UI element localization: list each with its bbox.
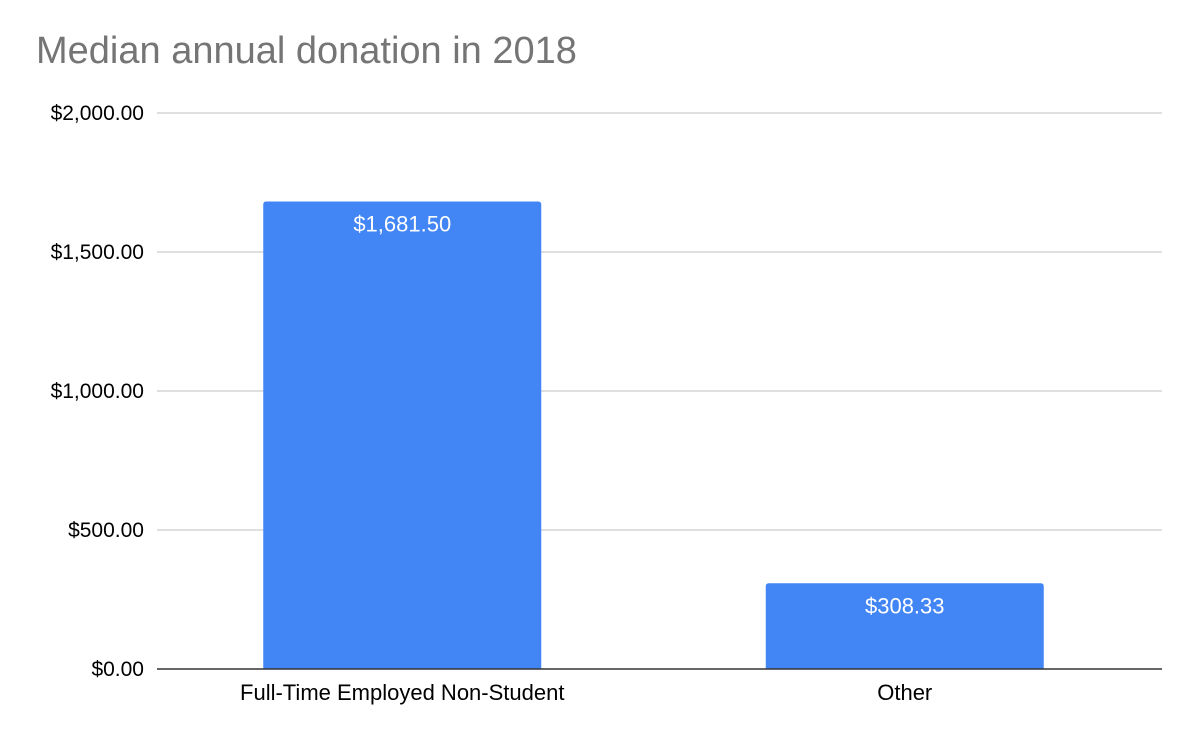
y-tick-label: $1,500.00 (51, 241, 144, 264)
bar-full-time-employed-non-student (263, 201, 542, 669)
chart-title: Median annual donation in 2018 (36, 30, 577, 72)
x-axis-labels: Full-Time Employed Non-Student Other (240, 680, 932, 705)
y-axis-ticks: $0.00 $500.00 $1,000.00 $1,500.00 $2,000.00 (51, 102, 144, 681)
bar-data-label: $308.33 (865, 593, 945, 618)
y-tick-label: $2,000.00 (51, 102, 144, 125)
y-tick-label: $0.00 (91, 658, 144, 681)
x-category-label: Full-Time Employed Non-Student (240, 680, 564, 705)
x-category-label: Other (877, 680, 932, 705)
bar-data-label: $1,681.50 (353, 212, 451, 237)
y-tick-label: $500.00 (68, 519, 144, 542)
bar-other (765, 583, 1044, 669)
y-tick-label: $1,000.00 (51, 380, 144, 403)
bars: $1,681.50 $308.33 (263, 201, 1044, 669)
